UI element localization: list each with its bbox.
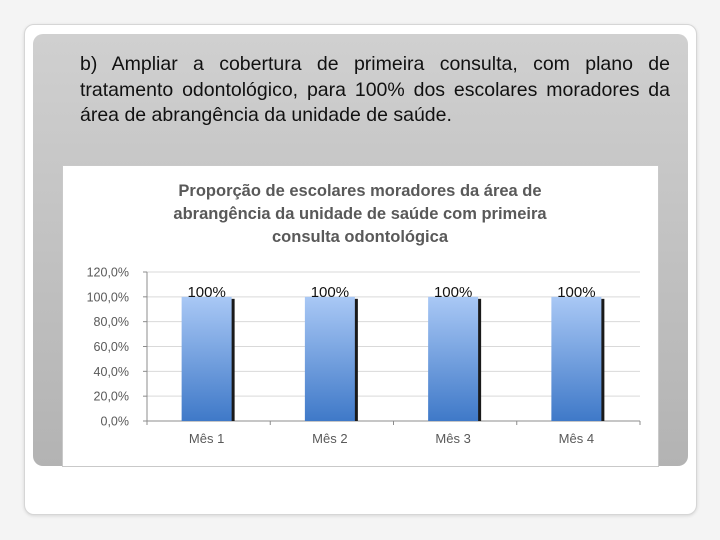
bar-chart: Proporção de escolares moradores da área… <box>87 182 641 446</box>
y-tick-label: 20,0% <box>94 390 129 404</box>
bar-shadow <box>229 298 235 421</box>
data-label: 100% <box>311 284 349 301</box>
bar-shadow <box>599 298 605 421</box>
x-category-label: Mês 2 <box>312 431 347 446</box>
x-category-label: Mês 1 <box>189 431 224 446</box>
data-label: 100% <box>557 284 595 301</box>
y-tick-label: 120,0% <box>87 266 129 280</box>
y-tick-label: 100,0% <box>87 290 129 304</box>
x-category-label: Mês 4 <box>559 431 594 446</box>
chart-title-line: abrangência da unidade de saúde com prim… <box>173 205 547 223</box>
bar <box>428 296 479 421</box>
chart-title-line: Proporção de escolares moradores da área… <box>178 182 541 200</box>
bar-shadow <box>352 298 358 421</box>
y-tick-label: 80,0% <box>94 315 129 329</box>
slide-body-text: b) Ampliar a cobertura de primeira consu… <box>80 53 670 126</box>
chart-title-line: consulta odontológica <box>272 228 449 246</box>
bar-shadow <box>476 298 482 421</box>
y-tick-label: 40,0% <box>94 365 129 379</box>
y-tick-label: 60,0% <box>94 340 129 354</box>
data-label: 100% <box>434 284 472 301</box>
bar <box>551 296 602 421</box>
y-tick-label: 0,0% <box>101 415 130 429</box>
data-label: 100% <box>187 284 225 301</box>
bar <box>304 296 355 421</box>
chart-container: Proporção de escolares moradores da área… <box>62 165 659 467</box>
bar <box>181 296 232 421</box>
x-category-label: Mês 3 <box>435 431 470 446</box>
